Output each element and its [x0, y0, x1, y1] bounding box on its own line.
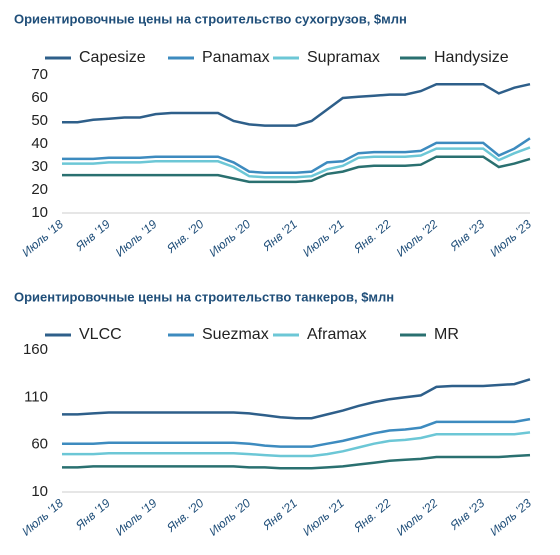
y-tick-label: 70 — [31, 66, 48, 83]
x-tick-label: Июль '21 — [300, 496, 347, 538]
x-tick-label: Июль '19 — [113, 217, 160, 260]
legend-label: Capesize — [79, 49, 146, 66]
legend-label: Aframax — [307, 326, 367, 343]
x-tick-label: Янв. '20 — [163, 217, 206, 256]
y-tick-label: 60 — [31, 436, 48, 453]
legend-label: Suezmax — [202, 326, 269, 343]
x-tick-label: Янв '23 — [447, 496, 488, 533]
y-tick-label: 110 — [24, 388, 48, 405]
series-line — [62, 146, 531, 179]
legend-label: Handysize — [434, 49, 509, 66]
x-tick-label: Янв '23 — [447, 217, 488, 254]
legend-label: Panamax — [202, 49, 270, 66]
x-tick-label: Июль '23 — [487, 217, 534, 260]
legend-label: Supramax — [307, 49, 380, 66]
series-line — [62, 82, 531, 127]
x-tick-label: Июль '18 — [19, 217, 66, 260]
y-tick-label: 40 — [31, 135, 48, 152]
x-tick-label: Янв. '20 — [163, 496, 206, 535]
y-tick-label: 10 — [31, 204, 48, 221]
x-tick-label: Июль '20 — [206, 496, 253, 539]
series-line — [62, 453, 531, 470]
x-tick-label: Янв. '22 — [351, 496, 394, 535]
x-tick-label: Июль '23 — [487, 496, 534, 539]
y-tick-label: 160 — [23, 341, 48, 358]
x-tick-label: Июль '18 — [19, 496, 66, 539]
x-tick-label: Янв '19 — [72, 217, 113, 254]
y-tick-label: 20 — [31, 181, 48, 198]
x-tick-label: Янв '21 — [260, 217, 300, 254]
series-line — [62, 431, 531, 458]
x-tick-label: Июль '22 — [394, 496, 441, 539]
x-tick-label: Янв '19 — [72, 496, 113, 533]
series-line — [62, 378, 531, 420]
series-line — [62, 155, 531, 184]
x-tick-label: Июль '21 — [300, 217, 347, 259]
series-line — [62, 137, 531, 175]
y-tick-label: 10 — [31, 483, 48, 500]
y-tick-label: 60 — [31, 89, 48, 106]
x-tick-label: Янв. '22 — [351, 217, 394, 256]
y-tick-label: 50 — [31, 112, 48, 129]
x-tick-label: Июль '22 — [394, 217, 441, 260]
x-tick-label: Июль '20 — [206, 217, 253, 260]
y-tick-label: 30 — [31, 158, 48, 175]
series-line — [62, 417, 531, 448]
chart-title: Ориентировочные цены на строительство су… — [14, 11, 407, 26]
legend-label: MR — [434, 326, 459, 343]
x-tick-label: Янв '21 — [260, 496, 300, 533]
legend-label: VLCC — [79, 326, 122, 343]
chart-title: Ориентировочные цены на строительство та… — [14, 289, 394, 304]
x-tick-label: Июль '19 — [113, 496, 160, 539]
